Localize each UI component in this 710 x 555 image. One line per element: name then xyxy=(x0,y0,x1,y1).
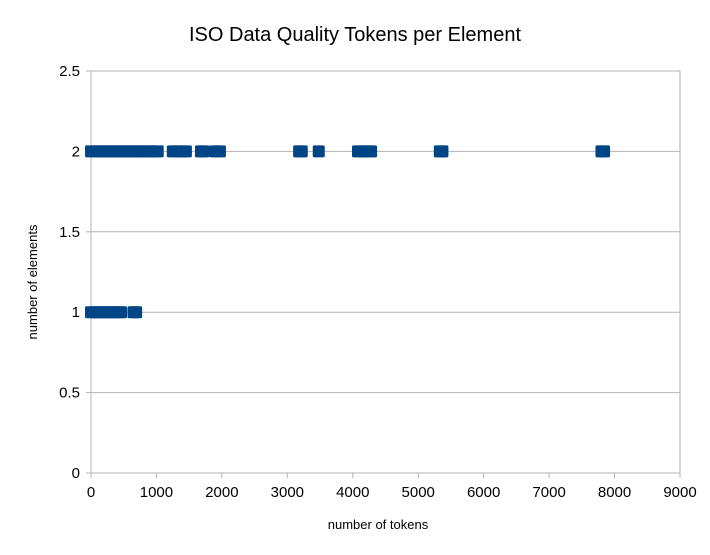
x-tick-label: 9000 xyxy=(663,484,696,501)
x-axis-label: number of tokens xyxy=(328,517,429,532)
data-points xyxy=(85,145,611,319)
data-point xyxy=(312,145,325,158)
tick-labels: 0 0.5 1 1.5 2 2.5 0 1000 2000 3000 4000 5000 6000 700… xyxy=(59,63,697,501)
x-tick-label: 4000 xyxy=(336,484,369,501)
data-point xyxy=(130,306,143,319)
data-point xyxy=(365,145,378,158)
x-tick-label: 5000 xyxy=(402,484,435,501)
x-tick-label: 8000 xyxy=(598,484,631,501)
plot-frame xyxy=(90,70,681,474)
x-tick-label: 1000 xyxy=(140,484,173,501)
y-tick-label: 1 xyxy=(72,304,80,321)
chart-title: ISO Data Quality Tokens per Element xyxy=(189,24,521,46)
y-tick-label: 0.5 xyxy=(59,385,80,402)
data-point xyxy=(295,145,308,158)
x-tick-label: 2000 xyxy=(205,484,238,501)
x-tick-label: 0 xyxy=(87,484,95,501)
data-point xyxy=(115,306,128,319)
y-tick-label: 1.5 xyxy=(59,224,80,241)
y-tick-label: 2.5 xyxy=(59,63,80,80)
x-tick-label: 3000 xyxy=(271,484,304,501)
y-tick-label: 2 xyxy=(72,143,80,160)
data-point xyxy=(151,145,164,158)
data-point xyxy=(213,145,226,158)
data-point xyxy=(436,145,449,158)
data-point xyxy=(179,145,192,158)
y-tick-label: 0 xyxy=(72,465,80,482)
x-tick-label: 6000 xyxy=(467,484,500,501)
y-axis-label: number of elements xyxy=(25,224,40,339)
gridlines xyxy=(91,70,680,474)
data-point xyxy=(598,145,611,158)
data-point xyxy=(197,145,210,158)
x-tick-label: 7000 xyxy=(532,484,565,501)
axes xyxy=(86,70,681,478)
